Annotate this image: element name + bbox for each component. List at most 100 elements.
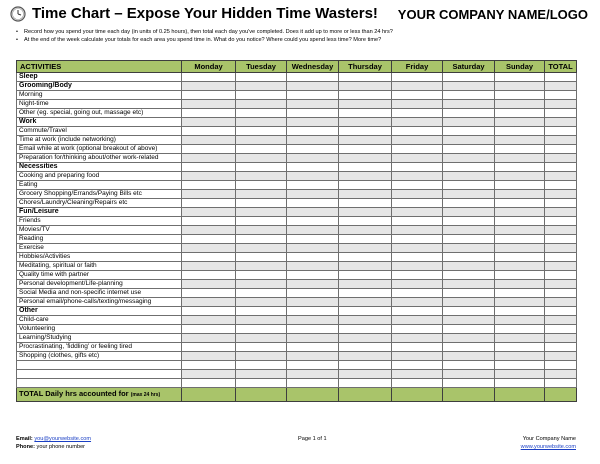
total-cell[interactable] (338, 387, 392, 402)
hours-cell[interactable] (235, 162, 287, 172)
hours-cell[interactable] (494, 189, 545, 199)
hours-cell[interactable] (338, 72, 392, 82)
hours-cell[interactable] (544, 306, 577, 316)
hours-cell[interactable] (494, 288, 545, 298)
hours-cell[interactable] (544, 99, 577, 109)
hours-cell[interactable] (286, 108, 339, 118)
hours-cell[interactable] (338, 81, 392, 91)
hours-cell[interactable] (286, 126, 339, 136)
hours-cell[interactable] (338, 333, 392, 343)
hours-cell[interactable] (235, 126, 287, 136)
hours-cell[interactable] (391, 324, 443, 334)
hours-cell[interactable] (544, 207, 577, 217)
hours-cell[interactable] (442, 153, 495, 163)
hours-cell[interactable] (544, 297, 577, 307)
hours-cell[interactable] (544, 270, 577, 280)
hours-cell[interactable] (391, 135, 443, 145)
hours-cell[interactable] (391, 288, 443, 298)
hours-cell[interactable] (181, 315, 236, 325)
hours-cell[interactable] (494, 117, 545, 127)
hours-cell[interactable] (181, 90, 236, 100)
hours-cell[interactable] (338, 360, 392, 370)
hours-cell[interactable] (544, 153, 577, 163)
hours-cell[interactable] (544, 216, 577, 226)
hours-cell[interactable] (338, 171, 392, 181)
hours-cell[interactable] (286, 117, 339, 127)
hours-cell[interactable] (181, 243, 236, 253)
hours-cell[interactable] (286, 324, 339, 334)
hours-cell[interactable] (391, 117, 443, 127)
hours-cell[interactable] (494, 243, 545, 253)
hours-cell[interactable] (494, 342, 545, 352)
hours-cell[interactable] (235, 99, 287, 109)
hours-cell[interactable] (235, 351, 287, 361)
hours-cell[interactable] (544, 72, 577, 82)
hours-cell[interactable] (286, 378, 339, 388)
hours-cell[interactable] (391, 306, 443, 316)
hours-cell[interactable] (235, 270, 287, 280)
hours-cell[interactable] (338, 162, 392, 172)
hours-cell[interactable] (286, 270, 339, 280)
hours-cell[interactable] (338, 315, 392, 325)
hours-cell[interactable] (181, 252, 236, 262)
hours-cell[interactable] (544, 288, 577, 298)
hours-cell[interactable] (544, 360, 577, 370)
hours-cell[interactable] (442, 207, 495, 217)
hours-cell[interactable] (442, 252, 495, 262)
hours-cell[interactable] (494, 315, 545, 325)
hours-cell[interactable] (494, 279, 545, 289)
hours-cell[interactable] (338, 369, 392, 379)
hours-cell[interactable] (181, 180, 236, 190)
hours-cell[interactable] (494, 369, 545, 379)
hours-cell[interactable] (494, 135, 545, 145)
hours-cell[interactable] (442, 189, 495, 199)
hours-cell[interactable] (544, 261, 577, 271)
hours-cell[interactable] (544, 279, 577, 289)
hours-cell[interactable] (338, 216, 392, 226)
hours-cell[interactable] (494, 297, 545, 307)
hours-cell[interactable] (391, 180, 443, 190)
hours-cell[interactable] (181, 234, 236, 244)
hours-cell[interactable] (286, 360, 339, 370)
hours-cell[interactable] (494, 99, 545, 109)
hours-cell[interactable] (235, 72, 287, 82)
hours-cell[interactable] (286, 351, 339, 361)
hours-cell[interactable] (442, 81, 495, 91)
hours-cell[interactable] (494, 252, 545, 262)
hours-cell[interactable] (391, 108, 443, 118)
hours-cell[interactable] (391, 81, 443, 91)
hours-cell[interactable] (286, 342, 339, 352)
hours-cell[interactable] (544, 378, 577, 388)
hours-cell[interactable] (338, 324, 392, 334)
hours-cell[interactable] (391, 261, 443, 271)
hours-cell[interactable] (286, 216, 339, 226)
hours-cell[interactable] (181, 126, 236, 136)
hours-cell[interactable] (338, 378, 392, 388)
hours-cell[interactable] (286, 243, 339, 253)
hours-cell[interactable] (544, 252, 577, 262)
hours-cell[interactable] (286, 297, 339, 307)
hours-cell[interactable] (442, 324, 495, 334)
hours-cell[interactable] (391, 342, 443, 352)
hours-cell[interactable] (391, 216, 443, 226)
hours-cell[interactable] (181, 369, 236, 379)
hours-cell[interactable] (494, 90, 545, 100)
hours-cell[interactable] (442, 171, 495, 181)
hours-cell[interactable] (286, 315, 339, 325)
hours-cell[interactable] (442, 234, 495, 244)
hours-cell[interactable] (286, 198, 339, 208)
hours-cell[interactable] (181, 72, 236, 82)
hours-cell[interactable] (235, 306, 287, 316)
hours-cell[interactable] (338, 180, 392, 190)
hours-cell[interactable] (391, 351, 443, 361)
total-cell[interactable] (181, 387, 236, 402)
hours-cell[interactable] (442, 315, 495, 325)
hours-cell[interactable] (391, 189, 443, 199)
hours-cell[interactable] (181, 153, 236, 163)
hours-cell[interactable] (494, 261, 545, 271)
hours-cell[interactable] (391, 279, 443, 289)
hours-cell[interactable] (181, 207, 236, 217)
hours-cell[interactable] (181, 225, 236, 235)
hours-cell[interactable] (235, 90, 287, 100)
hours-cell[interactable] (442, 72, 495, 82)
